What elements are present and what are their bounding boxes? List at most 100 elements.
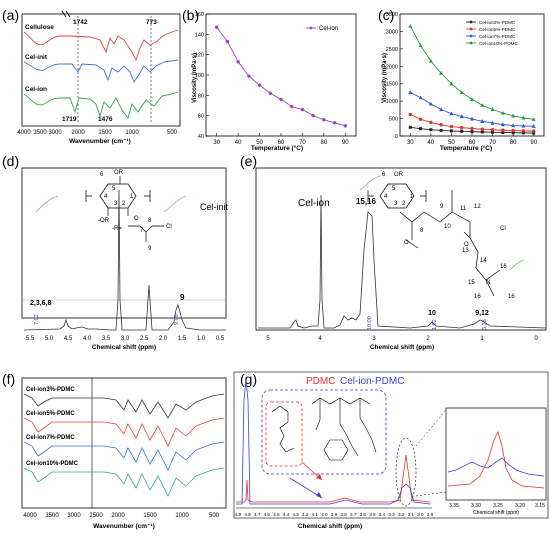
data-point-cel-ion [268,91,272,96]
panel-c-xlabel: Temperature (°C) [440,144,492,152]
series-label-10pct: Cel-ion10%-PDMC [26,461,79,467]
legend-marker [469,20,473,24]
panel-b-label: (b) [182,7,199,23]
atom-label: 1 [130,194,134,200]
arrow-blue [289,477,323,499]
y-tick-label: 1000 [386,99,398,105]
nmr-spectrum-cel-ion-pdmc [236,379,431,505]
legend-cel-ion: Cel-ion [298,198,330,209]
data-point-cel-ion7-pdmc [521,123,526,128]
data-point-cel-ion7-pdmc [490,120,495,125]
panel-f-frame [21,377,227,509]
axis-break-mark [65,10,71,18]
atom-label: 6 [382,172,386,178]
legend-pdmc: PDMC [306,376,335,387]
peak-label-9: 9 [180,293,185,302]
atom-label: 4 [104,194,108,200]
data-point-cel-ion3-pdmc [521,131,525,135]
inset-spectrum-cel-ion-pdmc [447,457,545,477]
zoom-connector [415,491,447,497]
panel-e-xlabel: Chemical shift (ppm) [370,344,434,351]
data-point-cel-ion5-pdmc [521,129,526,133]
legend-label: Cel-ion7%-PDMC [479,34,516,39]
tick-label: 5 [266,336,270,342]
inset-tick-label: 3.25 [493,503,503,509]
tick-label: 2.0 [159,336,168,342]
integral-900: 9.00 [174,314,180,325]
data-point-cel-ion3-pdmc [501,131,505,135]
data-point-cel-ion3-pdmc [449,129,453,133]
atom-label: 10 [444,224,451,230]
inset-spectrum-pdmc [447,430,545,489]
tick-label: 4000 [17,130,31,136]
data-point-cel-ion7-pdmc [511,123,516,128]
atom-label: N [486,280,490,286]
spectrum-3pct [23,393,225,419]
panel-e-frame [255,167,547,331]
x-tick-label: 70 [299,140,306,146]
tick-label: 4.7 [254,512,261,517]
data-point-cel-ion5-pdmc [511,128,515,133]
legend-marker [469,34,473,38]
atom-label: 8 [148,218,152,224]
legend-cel-init: Cel-init [200,202,229,212]
tick-label: 1000 [175,513,189,519]
tick-label: 3.0 [121,336,130,342]
arrowhead-blue [316,492,322,498]
tick-label: 3.8 [340,512,347,517]
integral-curve [359,175,381,191]
tick-label: 1000 [125,130,139,136]
inset-tick-label: 3.30 [471,503,481,509]
data-point-cel-ion5-pdmc [418,117,423,121]
y-tick-label: 160 [195,12,204,18]
annotation-1719: 1719 [62,116,77,123]
atom-label: Cl [166,224,172,230]
data-point-cel-ion [279,97,283,102]
legend-cel-ion-pdmc: Cel-ion-PDMC [340,376,404,387]
data-point-cel-ion10-pdmc [480,103,485,107]
inset-tick-label: 3.15 [535,503,545,509]
chemical-structure-pdmc [271,405,295,453]
inset-tick-label: 3.20 [515,503,525,509]
data-point-cel-ion [247,74,251,78]
data-point-cel-ion10-pdmc [521,115,526,120]
r-group [128,225,164,242]
panel-f: (f) Cel-ion3%-PDMC Cel-ion5%-PDMC Cel-io… [2,371,227,530]
structure-labels: 6 5 4 3 2 1 OR 9 8 11 12 10 13 14 15 16 … [382,172,515,300]
polymer-brackets [85,190,151,202]
data-point-cel-ion10-pdmc [459,90,464,95]
tick-label: 2500 [89,513,103,519]
y-tick-label: 60 [198,114,204,120]
legend-marker [469,41,473,45]
annotation-773: 773 [146,19,157,26]
x-tick-label: 40 [235,140,242,146]
tick-label: 4.0 [83,336,92,342]
spectrum-5pct [23,417,225,447]
viscosity-chart-cel-ion: 30 40 50 60 70 80 90 40 60 80 100 120 140 160 Cel-ion [195,12,357,146]
data-point-cel-ion10-pdmc [531,117,536,121]
y-tick-label: 40 [198,134,204,140]
data-point-cel-ion [225,39,230,44]
panel-a-xlabel: Wavenumber (cm⁻¹) [69,138,131,145]
tick-label: 1.0 [197,336,206,342]
data-point-cel-ion7-pdmc [531,124,536,128]
tick-label: 1.5 [178,336,187,342]
tick-label: 3000 [67,513,81,519]
data-point-cel-ion5-pdmc [470,126,474,131]
data-point-cel-ion7-pdmc [459,114,464,119]
data-point-cel-ion10-pdmc [439,71,444,75]
atom-label: 4 [384,194,388,200]
x-tick-label: 30 [407,140,414,146]
inset-frame [445,407,547,501]
side-chain [399,190,501,297]
panel-g-tick-labels: 4.9 4.8 4.7 4.6 4.5 4.4 4.3 4.2 4.1 4.0 3.9 3.8 3.7 3… [235,512,434,517]
tick-label: 0 [534,336,538,342]
data-point-cel-ion [236,60,240,64]
peak-label-2368: 2,3,6,8 [30,300,52,307]
tick-label: 4.8 [244,512,251,517]
data-point-cel-ion [257,83,262,87]
integral-1000: 10.00 [367,316,373,330]
data-point-cel-ion7-pdmc [500,122,505,127]
integral-338: 3.38 [482,319,488,330]
panel-c-ylabel: Viscosity (mPa·s) [382,53,388,103]
